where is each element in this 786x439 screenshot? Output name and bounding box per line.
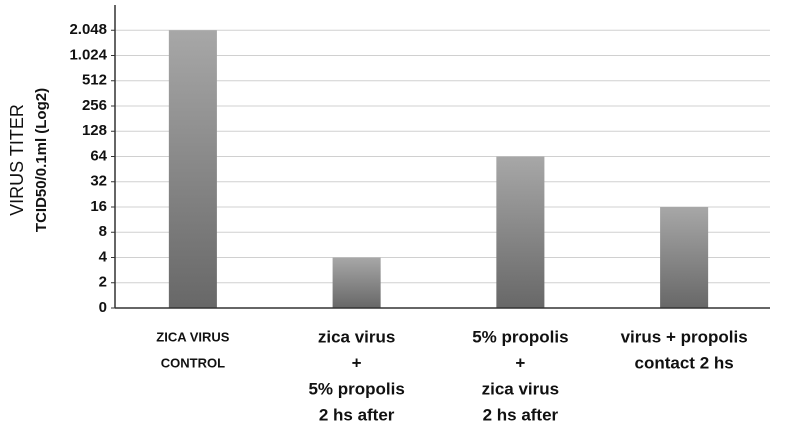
x-tick-label: +	[515, 353, 525, 372]
bar-shade	[332, 257, 381, 308]
x-tick-label: CONTROL	[161, 355, 225, 370]
y-tick-label: 2.048	[69, 21, 107, 38]
y-tick-label: 32	[90, 173, 107, 190]
x-tick-label: 5% propolis	[308, 379, 404, 398]
y-tick-label: 0	[99, 299, 107, 316]
bar-shade	[496, 156, 545, 308]
y-tick-label: 4	[99, 248, 108, 265]
x-tick-label: ZICA VIRUS	[156, 329, 230, 344]
y-tick-label: 128	[82, 122, 107, 139]
x-tick-label: zica virus	[318, 327, 396, 346]
y-tick-label: 64	[90, 147, 107, 164]
y-tick-label: 256	[82, 97, 107, 114]
y-tick-label: 8	[99, 223, 107, 240]
y-tick-label: 2	[99, 274, 107, 291]
x-tick-label: zica virus	[482, 379, 560, 398]
x-tick-label: 5% propolis	[472, 327, 568, 346]
x-tick-label: 2 hs after	[319, 405, 395, 424]
bar-shade	[660, 207, 709, 308]
y-tick-label: 512	[82, 72, 107, 89]
x-tick-label: contact 2 hs	[635, 353, 734, 372]
y-tick-label: 16	[90, 198, 107, 215]
y-axis-subtitle: TCID50/0.1ml (Log2)	[33, 88, 50, 232]
x-tick-label: virus + propolis	[621, 327, 748, 346]
y-tick-label: 1.024	[69, 46, 107, 63]
x-tick-label: 2 hs after	[483, 405, 559, 424]
x-tick-label: +	[352, 353, 362, 372]
y-axis-title: VIRUS TITER	[7, 104, 27, 216]
bar-shade	[168, 30, 217, 308]
